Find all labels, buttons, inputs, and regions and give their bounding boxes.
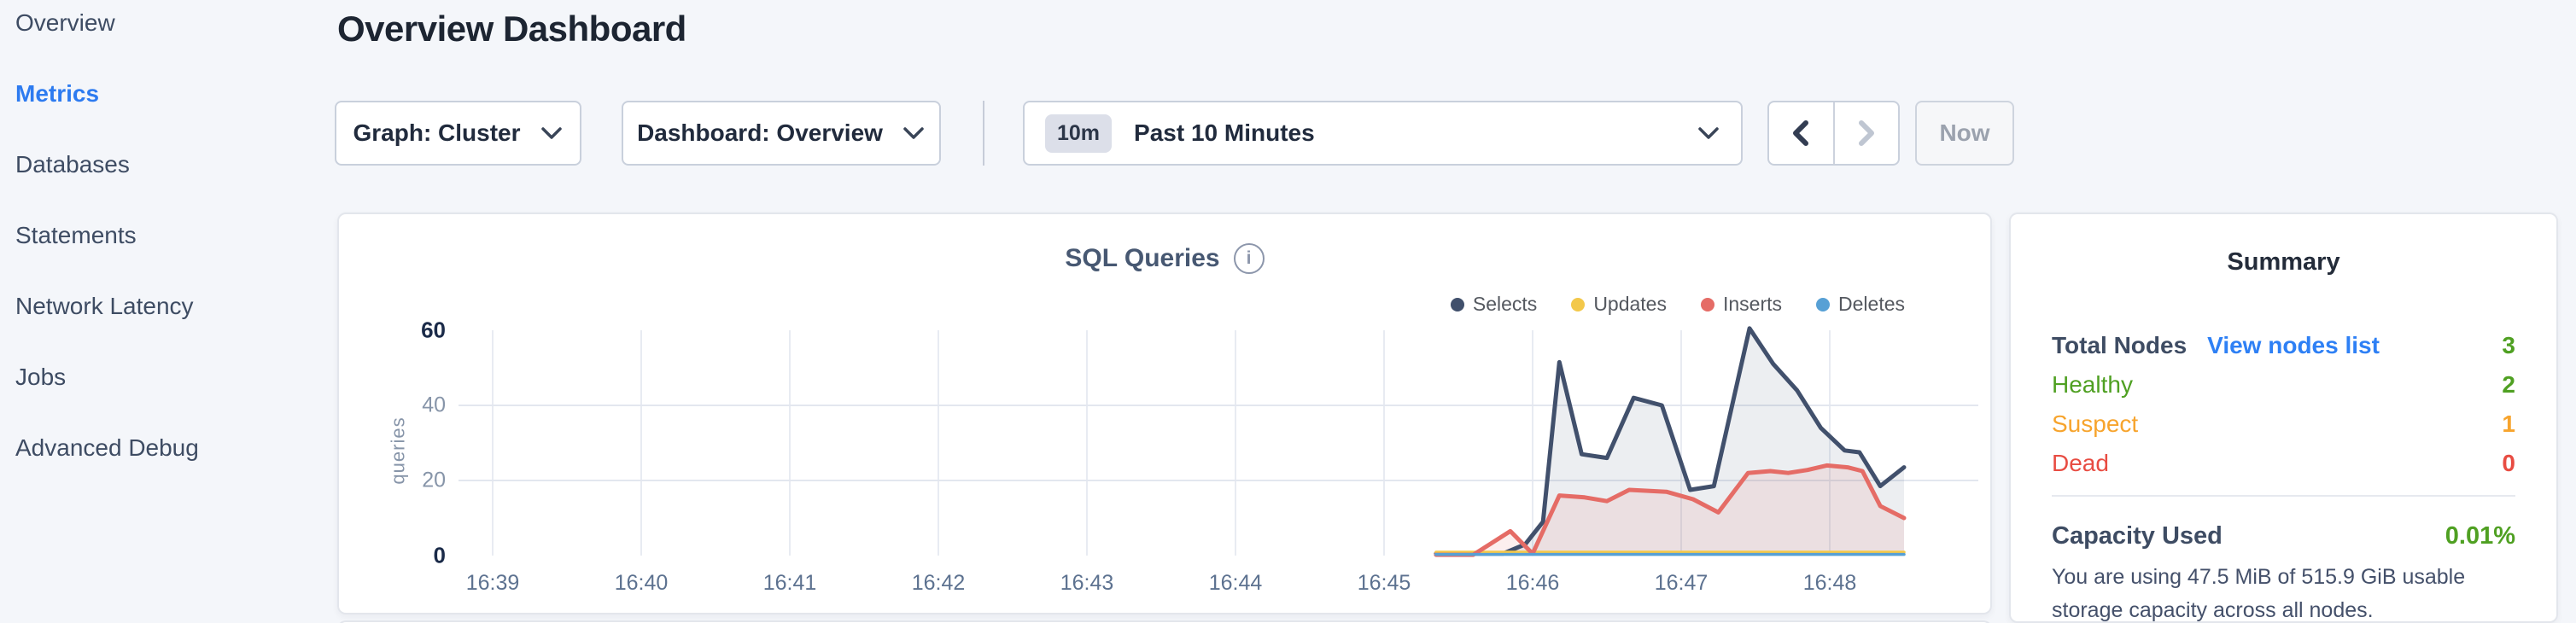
legend-item-updates[interactable]: Updates [1571, 293, 1667, 316]
x-tick-label: 16:41 [762, 571, 817, 595]
x-tick-label: 16:48 [1802, 571, 1857, 595]
sidebar-item-metrics[interactable]: Metrics [15, 80, 100, 107]
previous-time-window-button[interactable] [1769, 102, 1833, 164]
sql-queries-plot [459, 326, 1978, 557]
sidebar-item-jobs[interactable]: Jobs [15, 364, 67, 390]
capacity-used-row: Capacity Used 0.01% [2052, 522, 2515, 550]
sidebar-item-statements[interactable]: Statements [15, 222, 137, 248]
chevron-left-icon [1793, 120, 1809, 146]
chart-legend: Selects Updates Inserts Deletes [1450, 293, 1905, 316]
info-icon[interactable]: i [1233, 243, 1265, 274]
legend-item-deletes[interactable]: Deletes [1816, 293, 1905, 316]
x-tick-label: 16:44 [1208, 571, 1263, 595]
graph-dropdown[interactable]: Graph: Cluster [335, 101, 581, 166]
sidebar: Overview Metrics Databases Statements Networ… [0, 0, 337, 623]
chevron-down-icon [1698, 127, 1719, 139]
x-tick-label: 16:42 [911, 571, 966, 595]
y-tick-label: 40 [422, 393, 446, 417]
summary-row-label: Dead [2052, 450, 2109, 476]
y-axis-title: queries [387, 416, 409, 485]
chevron-down-icon [903, 127, 924, 139]
summary-row-value: 0 [2502, 450, 2515, 476]
chart-title-row: SQL Queries i [339, 243, 1990, 274]
capacity-used-description: You are using 47.5 MiB of 515.9 GiB usab… [2052, 565, 2466, 622]
summary-row-value: 2 [2502, 371, 2515, 398]
x-tick-label: 16:46 [1505, 571, 1560, 595]
time-step-buttons [1767, 101, 1900, 166]
y-tick-label: 0 [433, 542, 446, 568]
x-tick-label: 16:47 [1654, 571, 1709, 595]
sql-queries-chart-card: SQL Queries i Selects Updates Inserts Delet… [337, 213, 1992, 614]
view-nodes-list-link[interactable]: View nodes list [2207, 332, 2380, 358]
x-tick-label: 16:39 [465, 571, 520, 595]
capacity-used-label: Capacity Used [2052, 522, 2223, 550]
page-title: Overview Dashboard [337, 9, 686, 49]
summary-title: Summary [2227, 248, 2340, 276]
summary-divider [2052, 495, 2515, 497]
y-tick-label: 20 [422, 468, 446, 492]
sidebar-item-network-latency[interactable]: Network Latency [15, 293, 194, 319]
summary-row-label: Healthy [2052, 371, 2133, 398]
summary-rows: Total Nodes View nodes list 3 Healthy 2 Suspe… [2052, 326, 2515, 483]
legend-dot-icon [1700, 297, 1714, 312]
summary-panel: Summary Total Nodes View nodes list 3 Healt… [2009, 213, 2558, 623]
summary-row-total-nodes: Total Nodes View nodes list 3 [2052, 326, 2515, 365]
capacity-used-value: 0.01% [2445, 522, 2515, 550]
x-tick-label: 16:43 [1060, 571, 1114, 595]
legend-item-selects[interactable]: Selects [1450, 293, 1538, 316]
time-range-badge: 10m [1045, 114, 1113, 153]
summary-row-label: Total Nodes [2052, 332, 2188, 358]
legend-dot-icon [1816, 297, 1831, 312]
toolbar-divider [983, 101, 984, 166]
chevron-right-icon [1858, 120, 1874, 146]
sidebar-item-advanced-debug[interactable]: Advanced Debug [15, 434, 199, 461]
y-tick-label: 60 [421, 317, 446, 343]
summary-row-value: 3 [2502, 332, 2515, 358]
sidebar-item-overview[interactable]: Overview [15, 9, 115, 36]
time-range-label: Past 10 Minutes [1134, 119, 1315, 146]
time-range-selector[interactable]: 10m Past 10 Minutes [1023, 101, 1743, 166]
x-tick-label: 16:45 [1357, 571, 1411, 595]
sidebar-item-databases[interactable]: Databases [15, 151, 130, 178]
next-time-window-button[interactable] [1832, 102, 1899, 164]
legend-item-inserts[interactable]: Inserts [1700, 293, 1783, 316]
chart-title: SQL Queries [1065, 244, 1220, 272]
legend-label: Updates [1593, 293, 1667, 315]
dashboard-dropdown-label: Dashboard: Overview [637, 119, 883, 146]
graph-dropdown-label: Graph: Cluster [353, 119, 521, 146]
summary-row-value: 1 [2502, 410, 2515, 437]
legend-label: Inserts [1722, 293, 1783, 315]
legend-label: Deletes [1838, 293, 1905, 315]
dashboard-dropdown[interactable]: Dashboard: Overview [622, 101, 941, 166]
legend-dot-icon [1450, 297, 1464, 312]
sidebar-nav-list: Overview Metrics Databases Statements Networ… [0, 0, 337, 466]
legend-dot-icon [1571, 297, 1586, 312]
x-tick-label: 16:40 [614, 571, 669, 595]
summary-row-label: Suspect [2052, 410, 2139, 437]
summary-row-dead: Dead 0 [2052, 444, 2515, 483]
summary-row-suspect: Suspect 1 [2052, 405, 2515, 444]
summary-row-healthy: Healthy 2 [2052, 365, 2515, 405]
now-button[interactable]: Now [1915, 101, 2014, 166]
chevron-down-icon [540, 127, 562, 139]
legend-label: Selects [1472, 293, 1538, 315]
